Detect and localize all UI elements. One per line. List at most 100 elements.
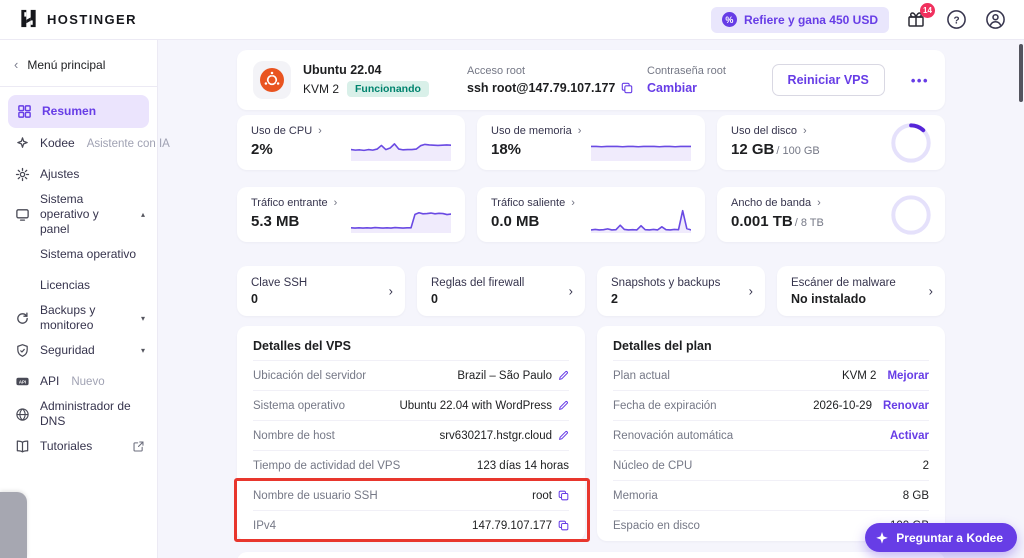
- rewards-gift-button[interactable]: 14: [906, 2, 935, 31]
- sidebar-item-api[interactable]: API API Nuevo: [0, 366, 157, 397]
- stat-label: Uso del disco: [731, 125, 798, 137]
- details-section: Detalles del VPS Ubicación del servidor …: [237, 326, 945, 541]
- ask-kodee-button[interactable]: Preguntar a Kodee: [865, 523, 1017, 552]
- detail-row-memory: Memoria 8 GB: [613, 480, 929, 510]
- main-panel: Ubuntu 22.04 KVM 2 Funcionando Acceso ro…: [158, 40, 1024, 558]
- sidebar: ‹ Menú principal Resumen Kodee Asistente…: [0, 40, 170, 558]
- detail-row-ipv4: IPv4 147.79.107.177: [253, 510, 569, 540]
- quick-card-firewall[interactable]: Reglas del firewall 0 ›: [417, 266, 585, 316]
- sidebar-item-resumen[interactable]: Resumen: [8, 95, 149, 128]
- plan-name: KVM 2: [303, 82, 340, 96]
- stat-label: Ancho de banda: [731, 197, 812, 209]
- stat-label: Tráfico saliente: [491, 197, 566, 209]
- sidebar-item-label: Ajustes: [40, 167, 80, 181]
- detail-row-uptime: Tiempo de actividad del VPS 123 días 14 …: [253, 450, 569, 480]
- edit-pencil-icon[interactable]: [558, 400, 569, 411]
- detail-row-operating-system: Sistema operativo Ubuntu 22.04 with Word…: [253, 390, 569, 420]
- stat-value: 2%: [251, 141, 273, 158]
- hostinger-logo[interactable]: HOSTINGER: [18, 8, 137, 32]
- detail-row-expiration-date: Fecha de expiración 2026-10-29 Renovar: [613, 390, 929, 420]
- next-section-card: [237, 552, 945, 558]
- caret-up-icon: ▴: [140, 210, 145, 219]
- detail-row-server-location: Ubicación del servidor Brazil – São Paul…: [253, 360, 569, 390]
- sidebar-item-backups-monitoreo[interactable]: Backups y monitoreo ▾: [0, 301, 157, 335]
- restore-icon: [14, 310, 30, 326]
- vps-details-title: Detalles del VPS: [253, 339, 351, 353]
- copy-icon[interactable]: [621, 82, 633, 94]
- sidebar-item-tutoriales[interactable]: Tutoriales: [0, 431, 157, 462]
- gear-icon: [14, 167, 30, 183]
- caret-down-icon: ▾: [140, 346, 145, 355]
- chevron-right-icon: ›: [388, 283, 393, 299]
- traffic-out-sparkline: [590, 203, 692, 233]
- chevron-right-icon: ›: [748, 283, 753, 299]
- stat-value: 12 GB/ 100 GB: [731, 141, 820, 158]
- globe-icon: [14, 406, 30, 422]
- vertical-scrollbar-thumb[interactable]: [1019, 44, 1023, 102]
- ubuntu-logo-icon: [253, 61, 291, 99]
- status-badge: Funcionando: [347, 81, 429, 97]
- sidebar-item-label: Administrador de DNS: [40, 399, 131, 428]
- topbar-actions: % Refiere y gana 450 USD 14 ?: [710, 2, 1006, 33]
- detail-row-cpu-cores: Núcleo de CPU 2: [613, 450, 929, 480]
- quick-card-malware-scanner[interactable]: Escáner de malware No instalado ›: [777, 266, 945, 316]
- sidebar-item-sistema-operativo-panel[interactable]: Sistema operativo y panel ▴: [0, 190, 157, 239]
- sidebar-item-dns[interactable]: Administrador de DNS: [0, 397, 157, 431]
- sidebar-subitem-licencias[interactable]: Licencias: [0, 270, 157, 301]
- referral-button[interactable]: % Refiere y gana 450 USD: [710, 6, 889, 33]
- external-link-icon: [132, 440, 145, 453]
- sidebar-item-ajustes[interactable]: Ajustes: [0, 159, 157, 190]
- stat-card-traffic-in[interactable]: Tráfico entrante › 5.3 MB: [237, 187, 465, 242]
- stat-value: 18%: [491, 141, 522, 158]
- change-password-link[interactable]: Cambiar: [647, 81, 698, 95]
- more-menu-button[interactable]: •••: [910, 72, 929, 88]
- quick-links: Clave SSH 0 › Reglas del firewall 0 › Sn…: [237, 266, 945, 316]
- kodee-button-label: Preguntar a Kodee: [896, 530, 1003, 545]
- root-access: Acceso root ssh root@147.79.107.177: [467, 65, 635, 95]
- quick-value: 2: [611, 291, 618, 306]
- svg-text:API: API: [18, 380, 25, 385]
- stat-card-cpu[interactable]: Uso de CPU › 2%: [237, 115, 465, 170]
- back-to-main-menu[interactable]: ‹ Menú principal: [0, 48, 157, 84]
- chevron-right-icon: ›: [577, 124, 582, 137]
- stat-card-bandwidth[interactable]: Ancho de banda › 0.001 TB/ 8 TB: [717, 187, 945, 242]
- stat-card-disk[interactable]: Uso del disco › 12 GB/ 100 GB: [717, 115, 945, 170]
- sidebar-item-label: Licencias: [40, 278, 91, 292]
- dashboard-icon: [16, 104, 32, 120]
- help-button[interactable]: ?: [945, 9, 967, 31]
- quick-card-snapshots[interactable]: Snapshots y backups 2 ›: [597, 266, 765, 316]
- quick-label: Reglas del firewall: [431, 276, 525, 289]
- stat-value: 0.0 MB: [491, 213, 540, 230]
- sidebar-item-seguridad[interactable]: Seguridad ▾: [0, 335, 157, 366]
- stat-label: Uso de CPU: [251, 125, 313, 137]
- hostinger-logo-icon: [18, 8, 39, 32]
- copy-icon[interactable]: [558, 490, 569, 501]
- activate-link[interactable]: Activar: [890, 429, 929, 442]
- quick-value: No instalado: [791, 291, 867, 306]
- quick-value: 0: [251, 291, 258, 306]
- stat-card-traffic-out[interactable]: Tráfico saliente › 0.0 MB: [477, 187, 705, 242]
- copy-icon[interactable]: [558, 520, 569, 531]
- sidebar-item-label: Resumen: [42, 104, 97, 118]
- sidebar-subitem-sistema-operativo[interactable]: Sistema operativo: [0, 239, 157, 270]
- edit-pencil-icon[interactable]: [558, 430, 569, 441]
- restart-vps-button[interactable]: Reiniciar VPS: [771, 64, 885, 96]
- chevron-right-icon: ›: [318, 124, 322, 137]
- cpu-sparkline: [350, 131, 452, 161]
- shield-check-icon: [14, 343, 30, 359]
- stat-card-memory[interactable]: Uso de memoria › 18%: [477, 115, 705, 170]
- sidebar-item-kodee[interactable]: Kodee Asistente con IA: [0, 128, 170, 159]
- account-button[interactable]: [984, 9, 1006, 31]
- monitor-icon: [14, 207, 30, 223]
- detail-row-hostname: Nombre de host srv630217.hstgr.cloud: [253, 420, 569, 450]
- edit-pencil-icon[interactable]: [558, 370, 569, 381]
- access-root-label: Acceso root: [467, 65, 526, 77]
- stat-label: Uso de memoria: [491, 125, 572, 137]
- stat-suffix: / 100 GB: [776, 145, 820, 157]
- stat-value: 5.3 MB: [251, 213, 300, 230]
- upgrade-link[interactable]: Mejorar: [887, 369, 929, 382]
- quick-label: Snapshots y backups: [611, 276, 721, 289]
- detail-row-auto-renewal: Renovación automática Activar: [613, 420, 929, 450]
- renew-link[interactable]: Renovar: [882, 399, 929, 412]
- quick-card-ssh-keys[interactable]: Clave SSH 0 ›: [237, 266, 405, 316]
